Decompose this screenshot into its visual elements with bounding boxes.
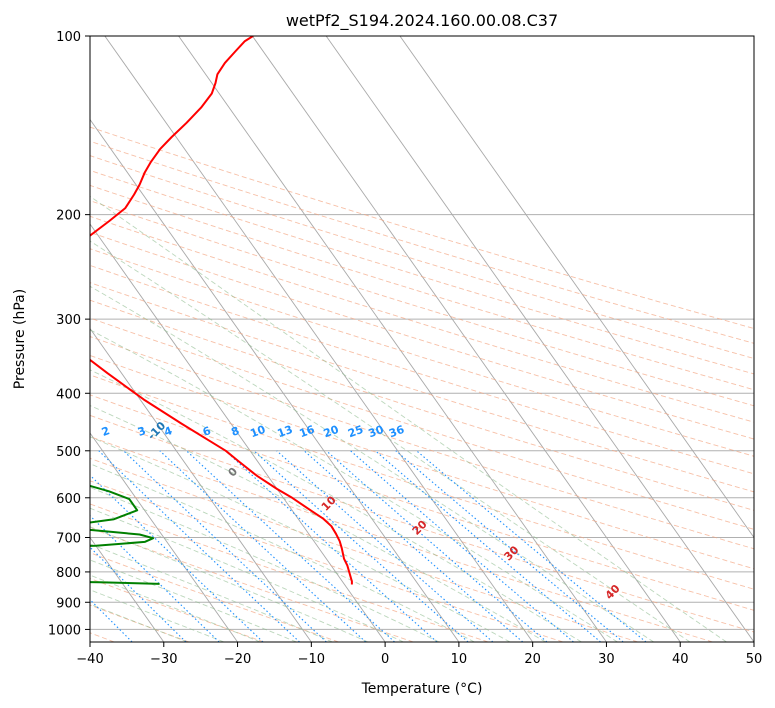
x-tick-label: 30	[598, 652, 615, 667]
mixing-ratio-label: 1.5	[70, 422, 93, 441]
x-tick-label: 50	[746, 652, 763, 667]
mixing-ratio-line	[374, 450, 601, 642]
moist-adiabat-line	[90, 405, 546, 642]
y-tick-label: 600	[56, 492, 81, 507]
mixing-ratio-label: 25	[346, 423, 365, 440]
mixing-ratio-line	[303, 450, 524, 642]
plot-background	[90, 36, 754, 642]
y-tick-label: 900	[56, 596, 81, 611]
dry-adiabat-line	[90, 336, 754, 550]
moist-adiabat-line	[90, 463, 475, 642]
y-tick-label: 700	[56, 532, 81, 547]
x-tick-label: −40	[76, 652, 103, 667]
isotherm-line	[90, 536, 165, 642]
dry-adiabat-line	[90, 282, 754, 493]
mixing-ratio-line	[90, 598, 133, 642]
mixing-ratio-label: 8	[229, 424, 241, 439]
mixing-ratio-label: 3	[136, 424, 148, 439]
mixing-ratio-line	[225, 450, 438, 642]
dewpoint-series-line	[90, 484, 160, 585]
moist-adiabat-line	[90, 329, 618, 642]
mixing-ratio-label: 0.6	[0, 422, 19, 441]
dry-adiabat-line	[90, 436, 713, 642]
dry-adiabat-line	[90, 299, 754, 511]
y-tick-label: 800	[56, 566, 81, 581]
dry-adiabat-line	[90, 374, 754, 590]
isotherm-line	[90, 223, 386, 642]
mixing-ratio-label: 16	[298, 423, 317, 441]
y-tick-label: 100	[56, 30, 81, 45]
y-tick-label: 400	[56, 387, 81, 402]
profile-series	[90, 36, 353, 585]
mixing-ratio-label: 30	[367, 423, 386, 441]
isotherm-line	[399, 36, 754, 539]
x-tick-label: 20	[524, 652, 541, 667]
mixing-ratio-line	[186, 450, 395, 642]
x-tick-label: 10	[451, 652, 468, 667]
dry-adiabat-line	[90, 480, 564, 642]
isotherm-line	[178, 36, 607, 642]
mixing-ratio-label: 2	[100, 424, 112, 439]
mixing-ratio-label: 1	[42, 424, 54, 439]
x-tick-label: −10	[298, 652, 325, 667]
y-tick-label: 1000	[48, 623, 81, 638]
x-tick-label: −30	[150, 652, 177, 667]
mixing-ratio-line	[395, 450, 624, 642]
mixing-ratio-line	[90, 514, 220, 642]
moist-adiabat-line	[90, 285, 654, 642]
y-tick-label: 200	[56, 209, 81, 224]
dry-adiabat-line	[90, 527, 414, 642]
chart-title: wetPf2_S194.2024.160.00.08.C37	[286, 11, 558, 31]
temperature-series-line	[90, 36, 353, 585]
x-tick-label: 40	[672, 652, 689, 667]
mixing-ratio-label: 4	[162, 424, 174, 439]
moist-adiabat-line	[90, 240, 691, 642]
x-tick-label: 0	[381, 652, 389, 667]
mixing-ratio-label: 13	[276, 423, 295, 440]
moist-adiabat-line	[90, 589, 225, 642]
isotherm-line	[325, 36, 754, 642]
mixing-ratio-line	[90, 474, 264, 642]
y-axis-label: Pressure (hPa)	[12, 289, 28, 389]
dry-adiabat-line	[90, 578, 264, 642]
moist-adiabat-line	[90, 486, 440, 642]
background-lines	[90, 36, 754, 642]
dry-adiabat-line	[90, 457, 639, 642]
dry-adiabat-line	[90, 414, 754, 633]
plot-frame	[89, 35, 755, 643]
y-tick-label: 500	[56, 445, 81, 460]
isotherm-line	[252, 36, 681, 642]
isotherm-line	[90, 432, 238, 642]
moist-adiabat-line	[90, 195, 727, 642]
isotherm-line	[104, 36, 534, 642]
dry-adiabat-line	[90, 317, 754, 530]
mixing-ratio-line	[416, 450, 647, 642]
axes: −40 −30 −20 −10 0 10 20 30 40 50 100 200 300 400 500 60…	[48, 30, 762, 667]
y-tick-label: 300	[56, 313, 81, 328]
moist-adiabat-line	[90, 526, 369, 642]
mixing-ratio-label: 20	[322, 423, 341, 441]
mixing-ratio-label: 36	[387, 423, 406, 441]
mixing-ratio-line	[350, 450, 574, 642]
moist-adiabat-line	[90, 559, 297, 642]
x-axis-label: Temperature (°C)	[361, 681, 483, 697]
x-tick-label: −20	[224, 652, 251, 667]
isotherm-line	[90, 118, 460, 642]
mixing-ratio-line	[325, 450, 548, 642]
mixing-ratio-label: 6	[201, 424, 213, 439]
mixing-ratio-label: 10	[248, 423, 267, 441]
